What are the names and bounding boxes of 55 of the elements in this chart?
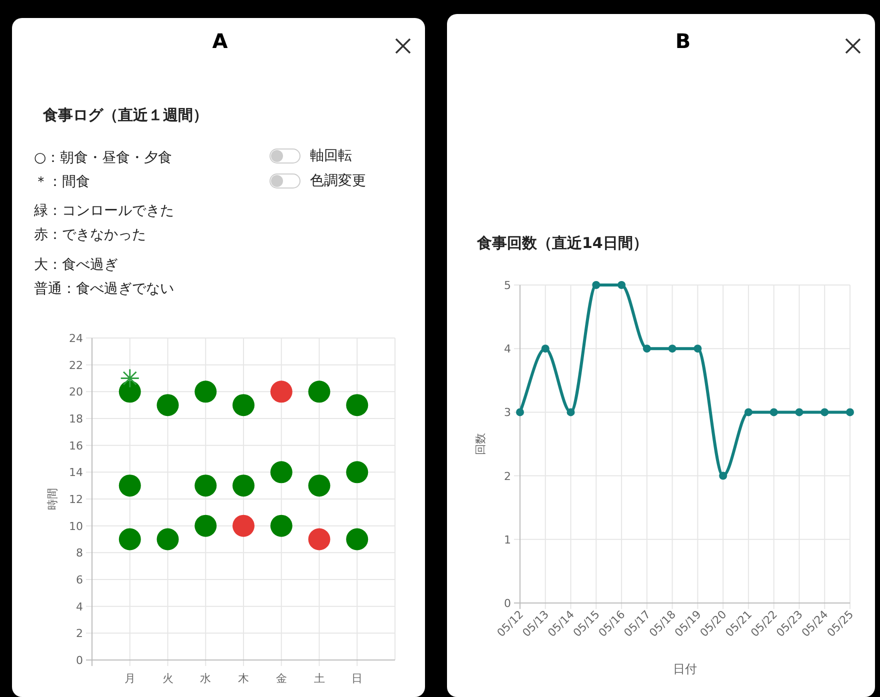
text: B — [675, 29, 691, 53]
y-tick-label: 18 — [69, 412, 83, 426]
y-tick-label: 2 — [504, 470, 511, 483]
point — [795, 408, 804, 416]
point — [694, 344, 702, 353]
text: ○：朝食・昼食・夕食 — [34, 150, 172, 166]
point — [820, 408, 829, 416]
y-tick-label: 2 — [76, 627, 83, 640]
x-tick-label: 水 — [200, 672, 212, 685]
y-tick-label: 6 — [76, 574, 83, 586]
point — [770, 408, 778, 416]
x-tick-label: 火 — [162, 672, 174, 685]
y-tick-label: 8 — [76, 546, 83, 560]
text: A — [212, 29, 228, 53]
point — [846, 408, 854, 416]
y-tick-label: 4 — [504, 342, 511, 356]
x-tick-label: 月 — [124, 672, 136, 685]
y-axis-title: 回数 — [474, 433, 487, 455]
y-axis-title: 時間 — [46, 488, 59, 510]
x-axis-title: 日付 — [673, 662, 697, 676]
point — [566, 408, 575, 416]
x-tick-label: 金 — [276, 672, 287, 685]
text: 色調変更 — [310, 173, 366, 189]
chart-title: 食事ログ（直近１週間） — [42, 106, 208, 124]
x-tick-label: 日 — [352, 672, 363, 685]
point — [516, 408, 524, 416]
y-tick-label: 10 — [69, 520, 83, 533]
y-tick-label: 4 — [76, 600, 83, 614]
text: 赤：できなかった — [34, 227, 146, 243]
text: 緑：コンロールできた — [33, 203, 174, 219]
point — [541, 344, 550, 353]
y-tick-label: 16 — [69, 439, 83, 452]
y-tick-label: 3 — [504, 406, 511, 420]
text: ＊：間食 — [34, 174, 90, 190]
point — [618, 281, 626, 289]
point — [744, 408, 752, 416]
y-tick-label: 12 — [69, 493, 83, 506]
y-tick-label: 20 — [69, 386, 83, 399]
point — [719, 472, 728, 480]
point — [592, 281, 600, 289]
point — [668, 344, 676, 353]
text: 普通：食べ過ぎでない — [34, 280, 174, 297]
y-tick-label: 5 — [504, 279, 511, 292]
y-tick-label: 24 — [69, 332, 83, 345]
chart-title: 食事回数（直近14日間） — [476, 234, 648, 252]
y-tick-label: 14 — [69, 466, 83, 480]
text: 軸回転 — [310, 148, 352, 164]
y-tick-label: 22 — [69, 358, 83, 372]
y-tick-label: 1 — [504, 533, 511, 546]
text: 大：食べ過ぎ — [34, 257, 118, 273]
y-tick-label: 0 — [504, 597, 511, 610]
y-tick-label: 0 — [76, 654, 83, 667]
x-tick-label: 土 — [314, 672, 325, 685]
x-tick-label: 木 — [238, 672, 249, 685]
point — [642, 344, 651, 353]
